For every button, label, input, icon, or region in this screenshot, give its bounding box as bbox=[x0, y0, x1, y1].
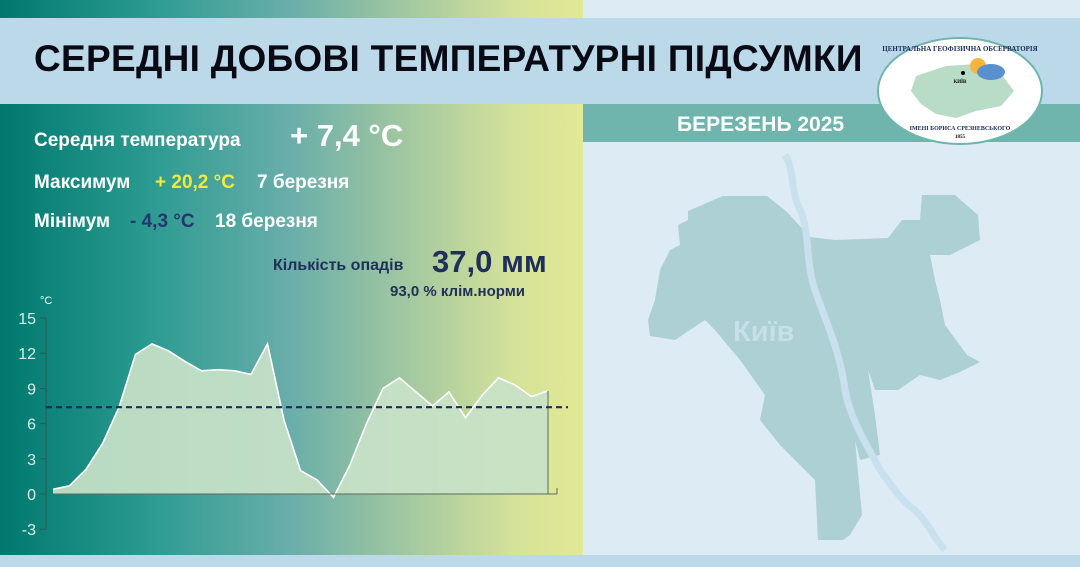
city-shape bbox=[648, 195, 980, 540]
min-label: Мінімум bbox=[34, 211, 111, 232]
y-tick-label: 3 bbox=[27, 452, 36, 469]
month-label: БЕРЕЗЕНЬ 2025 bbox=[677, 113, 845, 136]
precip-norm: 93,0 % клім.норми bbox=[390, 283, 526, 300]
y-tick-label: 6 bbox=[27, 417, 36, 434]
y-tick-label: 12 bbox=[18, 346, 36, 363]
page-title: СЕРЕДНІ ДОБОВІ ТЕМПЕРАТУРНІ ПІДСУМКИ bbox=[34, 38, 863, 79]
y-tick-label: 9 bbox=[27, 381, 36, 398]
observatory-logo: ЦЕНТРАЛЬНА ГЕОФІЗИЧНА ОБСЕРВАТОРІЯ КИЇВ … bbox=[877, 37, 1043, 145]
precip-label: Кількість опадів bbox=[273, 257, 404, 274]
svg-text:ЦЕНТРАЛЬНА ГЕОФІЗИЧНА ОБСЕРВАТ: ЦЕНТРАЛЬНА ГЕОФІЗИЧНА ОБСЕРВАТОРІЯ bbox=[882, 45, 1037, 53]
river bbox=[781, 153, 948, 553]
map-label: Київ bbox=[733, 316, 795, 348]
max-value: + 20,2 °С bbox=[155, 172, 235, 193]
svg-text:КИЇВ: КИЇВ bbox=[954, 79, 967, 85]
bottom-band bbox=[0, 555, 1080, 567]
y-tick-label: -3 bbox=[22, 522, 36, 539]
min-date: 18 березня bbox=[215, 211, 318, 232]
precip-value: 37,0 мм bbox=[432, 244, 547, 279]
mean-value: + 7,4 °С bbox=[290, 118, 404, 153]
y-tick-label: 15 bbox=[18, 311, 36, 328]
min-value: - 4,3 °С bbox=[130, 211, 195, 232]
temperature-chart: 15 12 9 6 3 0 -3 °С bbox=[18, 295, 568, 539]
max-label: Максимум bbox=[34, 172, 131, 193]
y-tick-label: 0 bbox=[27, 487, 36, 504]
max-date: 7 березня bbox=[257, 172, 350, 193]
y-axis-unit: °С bbox=[40, 295, 52, 307]
svg-text:1855: 1855 bbox=[955, 135, 966, 140]
mean-label: Середня температура bbox=[34, 130, 241, 151]
temperature-area bbox=[53, 343, 548, 498]
svg-text:ІМЕНІ БОРИСА СРЕЗНЕВСЬКОГО: ІМЕНІ БОРИСА СРЕЗНЕВСЬКОГО bbox=[910, 126, 1011, 132]
